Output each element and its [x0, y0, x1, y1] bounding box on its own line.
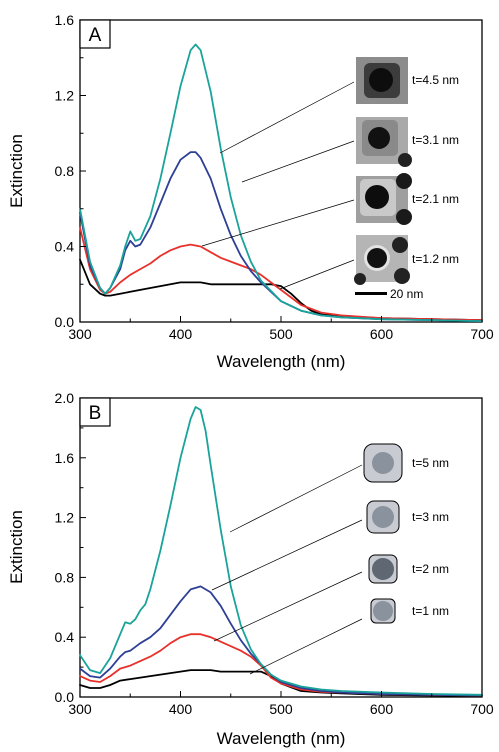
panel-b: 300 400 500 600 700 0.0 0.4 0.8 1.2 1.6 2.0 B t=5 … [7, 390, 494, 748]
y-tick-label: 0.8 [55, 163, 75, 179]
ticks-layer: 300 400 500 600 700 0.0 0.4 0.8 1.2 1.6 [55, 12, 494, 342]
panel-label: B [89, 403, 102, 424]
leader-line [219, 81, 355, 154]
inset-label: t=4.5 nm [412, 73, 459, 87]
panel-a: 300 400 500 600 700 0.0 0.4 0.8 1.2 1.6 A [7, 12, 494, 371]
plot-frame [79, 397, 483, 698]
scale-bar-label: 20 nm [390, 287, 423, 301]
y-tick-label: 2.0 [55, 390, 75, 406]
y-tick-label: 0.0 [55, 689, 75, 705]
schematic-inset-1 [363, 443, 403, 483]
inset-label: t=3.1 nm [412, 133, 459, 147]
y-tick-label: 1.6 [55, 450, 75, 466]
inset-label: t=3 nm [412, 510, 449, 524]
leader-line [211, 519, 363, 591]
y-tick-label: 1.2 [55, 510, 75, 526]
schematic-inset-3 [368, 554, 398, 584]
series-layer [79, 406, 483, 697]
tem-inset-1 [356, 57, 408, 104]
y-axis-title: Extinction [7, 510, 26, 584]
y-tick-label: 0.4 [55, 629, 75, 645]
panel-label-box [79, 397, 111, 427]
plot-frame [79, 19, 483, 323]
series-line [79, 226, 483, 322]
x-axis-title: Wavelength (nm) [217, 729, 346, 748]
x-axis-title: Wavelength (nm) [217, 352, 346, 371]
leader-line [249, 618, 363, 675]
inset-label: t=2.1 nm [412, 192, 459, 206]
leader-line [241, 140, 355, 183]
leader-line [229, 464, 363, 533]
leader-line [213, 571, 363, 642]
series-layer [79, 43, 483, 323]
x-tick-label: 600 [370, 701, 394, 717]
y-tick-label: 0.0 [55, 314, 75, 330]
series-line [79, 585, 483, 697]
x-tick-label: 500 [269, 701, 293, 717]
y-tick-label: 0.4 [55, 239, 75, 255]
series-line [79, 633, 483, 697]
series-line [79, 258, 483, 322]
y-tick-label: 0.8 [55, 569, 75, 585]
tem-inset-2 [356, 117, 412, 167]
x-tick-label: 300 [68, 701, 92, 717]
x-tick-label: 500 [269, 326, 293, 342]
inset-label: t=1.2 nm [412, 252, 459, 266]
x-tick-label: 300 [68, 326, 92, 342]
x-tick-label: 600 [370, 326, 394, 342]
leader-line [279, 259, 355, 290]
series-line [79, 406, 483, 696]
y-tick-label: 1.2 [55, 88, 75, 104]
series-line [79, 43, 483, 323]
tem-inset-4 [354, 235, 410, 285]
x-tick-label: 400 [169, 326, 193, 342]
panel-label-box [79, 19, 111, 49]
ticks-layer: 300 400 500 600 700 0.0 0.4 0.8 1.2 1.6 2.0 [55, 390, 494, 717]
inset-label: t=5 nm [412, 456, 449, 470]
x-tick-label: 700 [470, 326, 494, 342]
y-axis-title: Extinction [7, 134, 26, 208]
schematic-inset-4 [370, 598, 396, 624]
x-tick-label: 400 [169, 701, 193, 717]
schematic-inset-2 [366, 500, 400, 534]
inset-label: t=1 nm [412, 604, 449, 618]
series-line [79, 669, 483, 697]
tem-inset-3 [356, 173, 412, 225]
scale-bar [355, 292, 387, 295]
x-tick-label: 700 [470, 701, 494, 717]
inset-label: t=2 nm [412, 562, 449, 576]
y-tick-label: 1.6 [55, 12, 75, 28]
leader-line [201, 199, 355, 247]
panel-label: A [89, 25, 102, 46]
